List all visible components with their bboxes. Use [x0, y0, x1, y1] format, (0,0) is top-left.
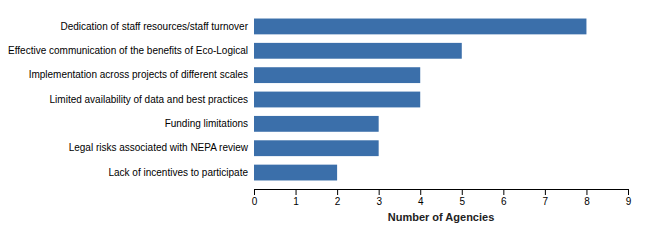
x-tick-mark	[379, 189, 380, 195]
x-axis-title: Number of Agencies	[388, 211, 495, 223]
x-tick-label: 7	[543, 196, 549, 207]
x-tick-mark	[296, 189, 297, 195]
y-tick-label: Effective communication of the benefits …	[8, 45, 248, 56]
y-tick: Dedication of staff resources/staff turn…	[60, 21, 248, 32]
bar	[254, 165, 337, 181]
x-tick: 4	[418, 189, 424, 207]
x-tick-label: 0	[252, 196, 258, 207]
bar	[254, 19, 586, 35]
bars	[254, 19, 586, 181]
chart: 0 1 2 3 4 5 6 7 8 9 Lack of incentives to particip…	[0, 0, 650, 229]
x-tick: 6	[501, 189, 507, 207]
x-tick-mark	[586, 189, 587, 195]
y-tick: Effective communication of the benefits …	[8, 45, 248, 56]
y-tick: Implementation across projects of differ…	[29, 69, 248, 80]
x-tick: 9	[626, 189, 632, 207]
y-tick-label: Limited availability of data and best pr…	[50, 94, 248, 105]
x-tick-label: 5	[459, 196, 465, 207]
bar	[254, 140, 379, 156]
x-tick-label: 6	[501, 196, 507, 207]
chart-container: 0 1 2 3 4 5 6 7 8 9 Lack of incentives to particip…	[0, 0, 650, 229]
bar	[254, 43, 462, 59]
y-tick-label: Dedication of staff resources/staff turn…	[60, 21, 248, 32]
y-tick: Legal risks associated with NEPA review	[69, 142, 249, 153]
x-tick-mark	[337, 189, 338, 195]
x-tick-label: 3	[376, 196, 382, 207]
y-tick: Funding limitations	[165, 118, 248, 129]
y-tick-label: Implementation across projects of differ…	[29, 69, 248, 80]
x-tick: 1	[293, 189, 299, 207]
x-tick: 5	[459, 189, 465, 207]
x-tick-label: 8	[584, 196, 590, 207]
x-tick: 7	[543, 189, 549, 207]
y-tick: Limited availability of data and best pr…	[50, 94, 248, 105]
x-tick-mark	[545, 189, 546, 195]
x-tick-label: 9	[626, 196, 632, 207]
x-tick: 2	[335, 189, 341, 207]
bar	[254, 67, 420, 83]
x-axis: 0 1 2 3 4 5 6 7 8 9	[252, 189, 632, 207]
x-tick: 3	[376, 189, 382, 207]
x-tick-mark	[628, 189, 629, 195]
y-tick: Lack of incentives to participate	[108, 167, 248, 178]
x-tick-mark	[503, 189, 504, 195]
x-tick: 8	[584, 189, 590, 207]
y-tick-label: Lack of incentives to participate	[108, 167, 248, 178]
y-axis: Lack of incentives to participate Legal r…	[8, 21, 249, 178]
x-axis-line	[255, 190, 629, 196]
x-tick-mark	[462, 189, 463, 195]
bar	[254, 92, 420, 108]
x-tick-mark	[254, 189, 255, 195]
x-tick-mark	[420, 189, 421, 195]
y-tick-label: Legal risks associated with NEPA review	[69, 142, 249, 153]
x-tick: 0	[252, 189, 258, 207]
y-tick-label: Funding limitations	[165, 118, 248, 129]
x-tick-label: 1	[293, 196, 299, 207]
x-tick-label: 4	[418, 196, 424, 207]
bar	[254, 116, 379, 132]
x-tick-label: 2	[335, 196, 341, 207]
